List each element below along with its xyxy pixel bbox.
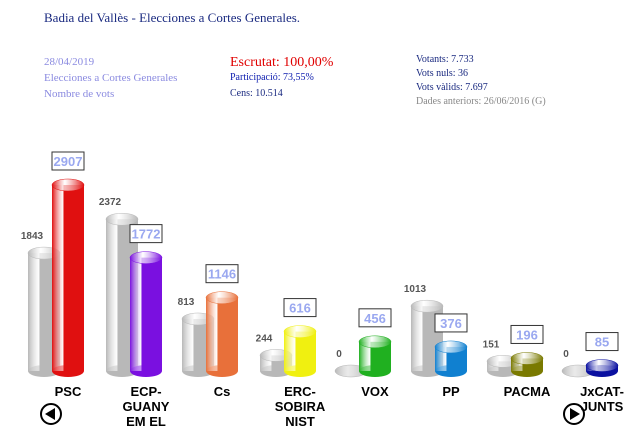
prev-value-label: 1013 <box>404 284 427 295</box>
value-label: 616 <box>289 301 311 316</box>
category-label: ECP-GUANY EM EL <box>122 384 170 429</box>
bar-top <box>585 359 619 372</box>
value-label: 376 <box>440 316 462 331</box>
election: Elecciones a Cortes Generales <box>44 72 178 84</box>
value-label: 2907 <box>54 154 83 169</box>
category-label: PP <box>442 384 460 399</box>
category-label: ERC-SOBIRANIST <box>274 384 326 429</box>
value-label: 196 <box>516 327 538 342</box>
participation: Participació: 73,55% <box>230 72 314 83</box>
prev-value-label: 813 <box>178 297 195 308</box>
category-label: Cs <box>213 384 231 399</box>
valid-votes: Vots vàlids: 7.697 <box>416 82 488 93</box>
prev-value-label: 1843 <box>21 231 44 242</box>
date: 28/04/2019 <box>44 56 95 68</box>
category-label: PSC <box>54 384 82 399</box>
voters: Votants: 7.733 <box>416 54 474 65</box>
prev-value-label: 2372 <box>99 197 122 208</box>
title: Badia del Vallès - Elecciones a Cortes G… <box>44 10 301 25</box>
value-box <box>283 298 317 318</box>
bar-top <box>510 352 544 365</box>
prev-value-label: 151 <box>483 339 500 350</box>
category-label: PACMA <box>503 384 551 399</box>
value-box <box>205 264 239 284</box>
scrutiny: Escrutat: 100,00% <box>230 55 334 70</box>
value-label: 1772 <box>132 227 161 242</box>
prev-value-label: 0 <box>563 349 569 360</box>
bar-top <box>283 325 317 338</box>
category-label: VOX <box>361 384 389 399</box>
value-box <box>358 308 392 328</box>
bar <box>284 331 316 371</box>
value-box <box>51 151 85 171</box>
next-button[interactable] <box>563 403 585 425</box>
census: Cens: 10.514 <box>230 88 283 99</box>
value-label: 1146 <box>208 267 236 282</box>
value-box <box>510 324 544 344</box>
bar <box>52 185 84 371</box>
bar-top <box>358 335 392 349</box>
bar-top <box>105 212 139 226</box>
value-box <box>129 224 163 244</box>
bar-top <box>205 291 239 304</box>
prev-value-label: 0 <box>336 349 342 360</box>
bar <box>130 257 162 371</box>
value-label: 85 <box>595 335 609 350</box>
prev-value-label: 244 <box>256 333 273 344</box>
previous-data: Dades anteriors: 26/06/2016 (G) <box>416 96 546 107</box>
value-box <box>585 332 619 352</box>
measure: Nombre de vots <box>44 88 115 100</box>
category-label: JxCAT-JUNTS <box>580 384 624 414</box>
bar-top <box>129 251 163 264</box>
value-box <box>434 313 468 333</box>
bar-top <box>434 340 468 354</box>
null-votes: Vots nuls: 36 <box>416 68 469 79</box>
prev-button[interactable] <box>40 403 62 425</box>
value-label: 456 <box>364 311 386 326</box>
bar-top <box>410 299 444 313</box>
bar-top <box>51 178 85 192</box>
bar <box>206 297 238 371</box>
